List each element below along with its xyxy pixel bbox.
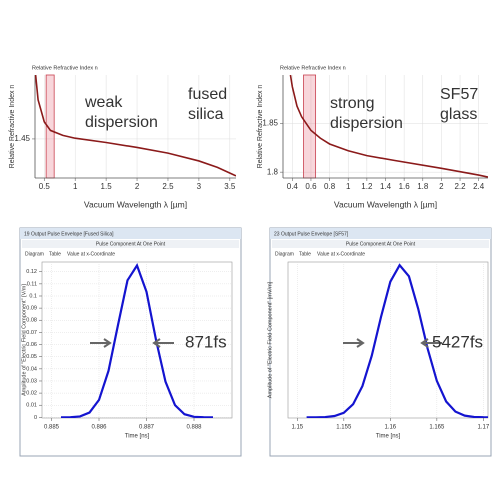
panel-title: Pulse Component At One Point <box>96 241 166 247</box>
y-tick-label: 0.01 <box>26 403 37 409</box>
highlight-band <box>303 74 317 179</box>
x-tick-label: 1.5 <box>101 182 113 191</box>
y-tick-label: 0.12 <box>26 269 37 275</box>
x-tick-label: 1.16 <box>384 425 396 431</box>
annotation: dispersion <box>330 115 403 132</box>
x-tick-label: 1 <box>346 182 351 191</box>
y-tick-label: 0 <box>34 415 37 421</box>
panel-header <box>22 240 239 248</box>
y-tick-label: 0.04 <box>26 366 37 372</box>
x-tick-label: 3 <box>197 182 202 191</box>
title-bar <box>270 228 491 239</box>
title-bar <box>20 228 241 239</box>
annotation: silica <box>188 106 224 123</box>
annotation: weak <box>84 94 123 111</box>
x-tick-label: 0.888 <box>186 425 202 431</box>
x-tick-label: 3.5 <box>224 182 236 191</box>
x-tick-label: 2.4 <box>473 182 485 191</box>
plot-frame <box>287 261 489 419</box>
chart-title: Relative Refractive Index n <box>32 65 98 71</box>
x-tick-label: 1.165 <box>429 425 445 431</box>
annotation: strong <box>330 95 374 112</box>
panel-title: Pulse Component At One Point <box>346 241 416 247</box>
arrow <box>420 338 442 348</box>
x-tick-label: 0.886 <box>91 425 107 431</box>
x-tick-label: 0.5 <box>39 182 51 191</box>
x-tick-label: 1.4 <box>380 182 392 191</box>
tab[interactable]: Diagram <box>25 251 44 257</box>
tab[interactable]: Value at x-Coordinate <box>317 251 365 257</box>
annotation: fused <box>188 86 227 103</box>
x-tick-label: 2.2 <box>454 182 466 191</box>
x-tick-label: 1.6 <box>399 182 411 191</box>
x-tick-label: 0.6 <box>305 182 317 191</box>
arrow <box>90 338 112 348</box>
x-tick-label: 0.887 <box>139 425 155 431</box>
y-tick-label: 0.05 <box>26 354 37 360</box>
y-tick-label: 1.85 <box>262 119 278 128</box>
y-tick-label: 0.02 <box>26 391 37 397</box>
window-title: 23 Output Pulse Envelope [SF57] <box>274 231 349 237</box>
y-tick-label: 0.08 <box>26 318 37 324</box>
y-axis-label: Relative Refractive Index n <box>257 85 264 169</box>
x-tick-label: 1.15 <box>291 425 303 431</box>
fwhm-label: 5427fs <box>432 332 483 351</box>
y-tick-label: 1.45 <box>14 134 30 143</box>
y-tick-label: 0.06 <box>26 342 37 348</box>
curve <box>60 263 214 418</box>
annotation: glass <box>440 106 477 123</box>
x-axis-label: Vacuum Wavelength λ [µm] <box>334 199 437 209</box>
x-tick-label: 2 <box>135 182 140 191</box>
window-title: 19 Output Pulse Envelope [Fused Silica] <box>24 231 114 237</box>
x-tick-label: 2 <box>439 182 444 191</box>
annotation: dispersion <box>85 114 158 131</box>
x-tick-label: 1.17 <box>478 425 490 431</box>
y-tick-label: 0.09 <box>26 306 37 312</box>
annotation: SF57 <box>440 86 478 103</box>
x-tick-label: 0.4 <box>287 182 299 191</box>
tab[interactable]: Table <box>49 251 61 257</box>
tab[interactable]: Diagram <box>275 251 294 257</box>
panel-header <box>272 240 489 248</box>
x-tick-label: 2.5 <box>162 182 174 191</box>
curve <box>35 75 236 177</box>
x-axis-label: Vacuum Wavelength λ [µm] <box>84 199 187 209</box>
y-tick-label: 1.8 <box>267 167 279 176</box>
curve <box>306 263 488 418</box>
x-tick-label: 0.8 <box>324 182 336 191</box>
tab[interactable]: Table <box>299 251 311 257</box>
arrow <box>343 338 365 348</box>
y-axis-label: Amplitude of "Electric Field Component" … <box>267 281 273 398</box>
x-axis-label: Time [ns] <box>376 434 401 440</box>
x-tick-label: 0.885 <box>44 425 60 431</box>
x-tick-label: 1.8 <box>417 182 429 191</box>
y-axis-label: Relative Refractive Index n <box>9 85 16 169</box>
plot-frame <box>41 261 233 419</box>
x-tick-label: 1 <box>73 182 78 191</box>
y-tick-label: 0.07 <box>26 330 37 336</box>
chart-title: Relative Refractive Index n <box>280 65 346 71</box>
tab[interactable]: Value at x-Coordinate <box>67 251 115 257</box>
y-tick-label: 0.1 <box>29 293 37 299</box>
arrow <box>152 338 174 348</box>
x-tick-label: 1.155 <box>336 425 352 431</box>
y-axis-label: Amplitude of "Electric Field Component" … <box>21 284 27 396</box>
y-tick-label: 0.11 <box>27 281 37 287</box>
curve <box>289 75 488 178</box>
y-tick-label: 0.03 <box>26 378 37 384</box>
x-axis-label: Time [ns] <box>125 434 150 440</box>
x-tick-label: 1.2 <box>361 182 373 191</box>
fwhm-label: 871fs <box>185 332 227 351</box>
